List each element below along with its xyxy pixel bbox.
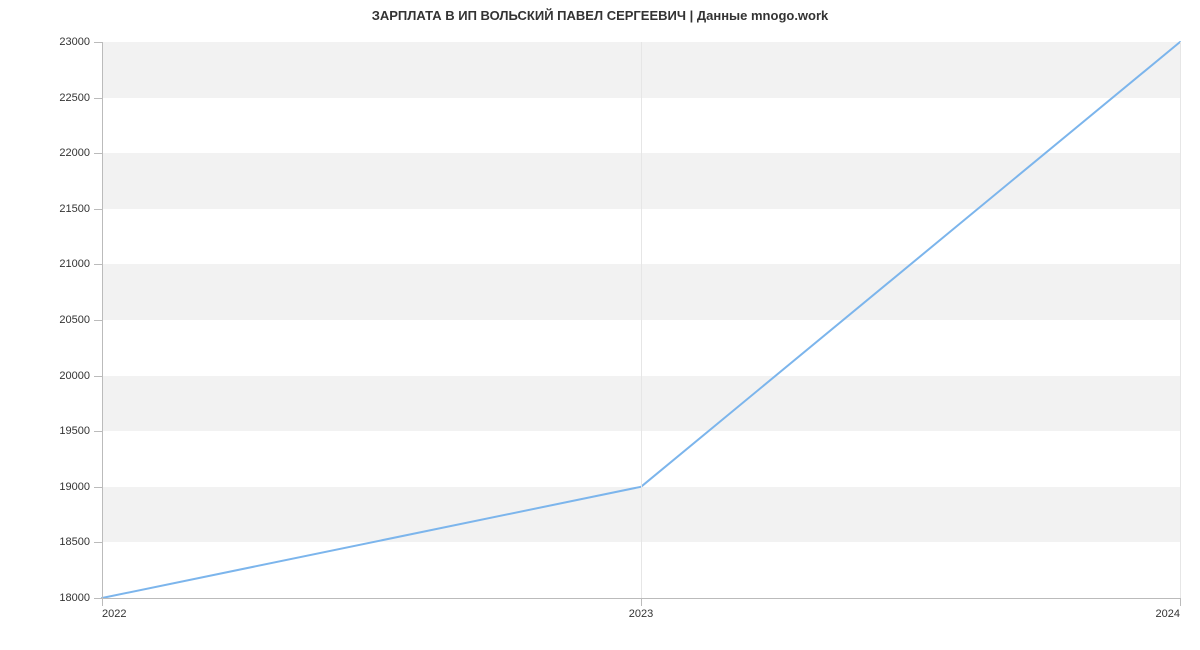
y-tick-mark bbox=[94, 320, 102, 321]
y-tick-label: 21000 bbox=[0, 258, 90, 270]
x-tick-label: 2023 bbox=[629, 608, 653, 620]
y-tick-mark bbox=[94, 376, 102, 377]
y-tick-label: 22500 bbox=[0, 92, 90, 104]
y-tick-label: 20000 bbox=[0, 370, 90, 382]
y-tick-label: 20500 bbox=[0, 314, 90, 326]
y-tick-mark bbox=[94, 153, 102, 154]
y-axis-line bbox=[102, 42, 103, 598]
x-tick-label: 2024 bbox=[1156, 608, 1180, 620]
y-tick-label: 18500 bbox=[0, 536, 90, 548]
y-tick-mark bbox=[94, 431, 102, 432]
y-tick-mark bbox=[94, 42, 102, 43]
y-tick-mark bbox=[94, 542, 102, 543]
y-tick-mark bbox=[94, 487, 102, 488]
x-tick-mark bbox=[1180, 598, 1181, 606]
x-tick-label: 2022 bbox=[102, 608, 126, 620]
chart-container: ЗАРПЛАТА В ИП ВОЛЬСКИЙ ПАВЕЛ СЕРГЕЕВИЧ |… bbox=[0, 0, 1200, 650]
y-tick-mark bbox=[94, 209, 102, 210]
x-tick-mark bbox=[102, 598, 103, 606]
y-tick-label: 22000 bbox=[0, 147, 90, 159]
gridline-vertical bbox=[641, 42, 642, 598]
x-tick-mark bbox=[641, 598, 642, 606]
y-tick-label: 21500 bbox=[0, 203, 90, 215]
plot-area bbox=[102, 42, 1180, 598]
y-tick-label: 19500 bbox=[0, 425, 90, 437]
y-tick-label: 18000 bbox=[0, 592, 90, 604]
y-tick-label: 23000 bbox=[0, 36, 90, 48]
y-tick-mark bbox=[94, 98, 102, 99]
chart-title: ЗАРПЛАТА В ИП ВОЛЬСКИЙ ПАВЕЛ СЕРГЕЕВИЧ |… bbox=[0, 8, 1200, 23]
y-tick-mark bbox=[94, 264, 102, 265]
y-tick-mark bbox=[94, 598, 102, 599]
gridline-vertical bbox=[1180, 42, 1181, 598]
y-tick-label: 19000 bbox=[0, 481, 90, 493]
